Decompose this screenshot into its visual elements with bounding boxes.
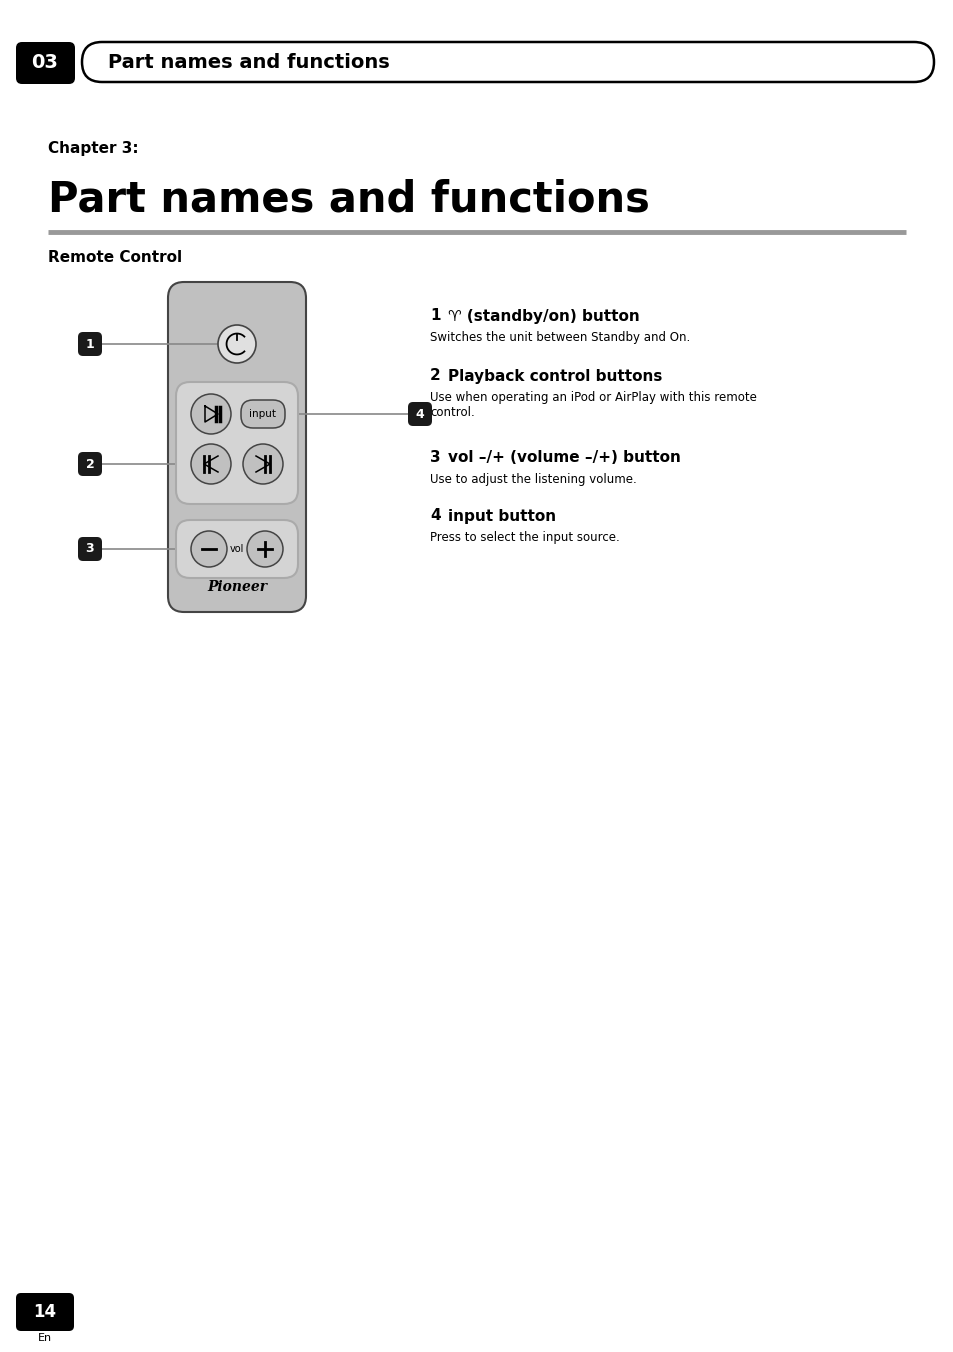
Text: 3: 3	[430, 450, 440, 465]
Text: Part names and functions: Part names and functions	[108, 53, 390, 72]
FancyBboxPatch shape	[82, 42, 933, 82]
Text: control.: control.	[430, 407, 475, 419]
Text: 1: 1	[86, 338, 94, 350]
FancyBboxPatch shape	[241, 400, 285, 429]
Text: input button: input button	[448, 508, 556, 523]
Text: Playback control buttons: Playback control buttons	[448, 369, 661, 384]
Text: input: input	[250, 410, 276, 419]
Text: Use to adjust the listening volume.: Use to adjust the listening volume.	[430, 473, 636, 487]
FancyBboxPatch shape	[78, 537, 102, 561]
Text: En: En	[38, 1333, 52, 1343]
Text: Part names and functions: Part names and functions	[48, 178, 649, 220]
Text: Press to select the input source.: Press to select the input source.	[430, 531, 619, 545]
Text: 1: 1	[430, 308, 440, 323]
Text: vol: vol	[230, 544, 244, 554]
Text: 2: 2	[86, 457, 94, 470]
FancyBboxPatch shape	[16, 1293, 74, 1330]
Circle shape	[218, 324, 255, 362]
Text: 14: 14	[33, 1303, 56, 1321]
Text: 2: 2	[430, 369, 440, 384]
Circle shape	[191, 531, 227, 566]
Text: 3: 3	[86, 542, 94, 556]
Text: ♈ (standby/on) button: ♈ (standby/on) button	[448, 308, 639, 323]
Circle shape	[247, 531, 283, 566]
Text: Pioneer: Pioneer	[207, 580, 267, 594]
Text: 4: 4	[416, 407, 424, 420]
FancyBboxPatch shape	[175, 383, 297, 504]
FancyBboxPatch shape	[175, 521, 297, 579]
FancyBboxPatch shape	[16, 42, 75, 84]
FancyBboxPatch shape	[168, 283, 306, 612]
Text: Use when operating an iPod or AirPlay with this remote: Use when operating an iPod or AirPlay wi…	[430, 392, 756, 404]
FancyBboxPatch shape	[78, 452, 102, 476]
Text: Switches the unit between Standby and On.: Switches the unit between Standby and On…	[430, 331, 690, 345]
Circle shape	[191, 443, 231, 484]
Text: 4: 4	[430, 508, 440, 523]
FancyBboxPatch shape	[408, 402, 432, 426]
Text: Chapter 3:: Chapter 3:	[48, 141, 138, 155]
Circle shape	[191, 393, 231, 434]
Text: Remote Control: Remote Control	[48, 250, 182, 265]
Text: vol –/+ (volume –/+) button: vol –/+ (volume –/+) button	[448, 450, 680, 465]
Circle shape	[243, 443, 283, 484]
FancyBboxPatch shape	[78, 333, 102, 356]
Text: 03: 03	[31, 54, 58, 73]
